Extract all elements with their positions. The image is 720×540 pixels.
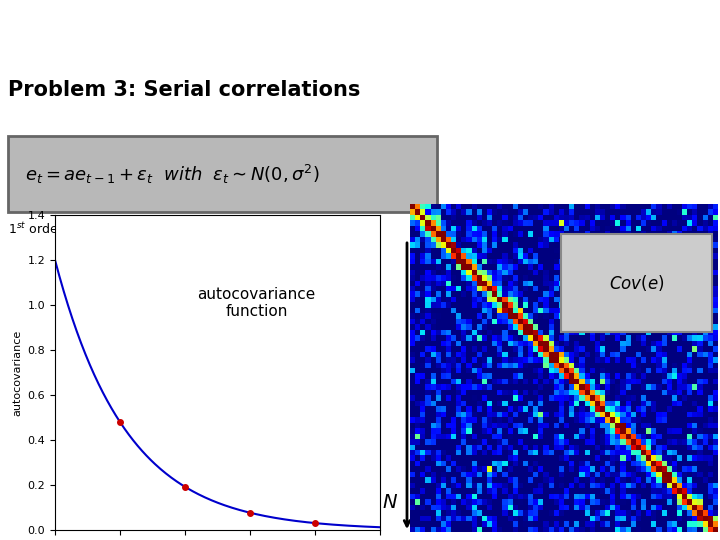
Text: Problem 3: Serial correlations: Problem 3: Serial correlations [8, 80, 361, 100]
Text: autocovariance
function: autocovariance function [197, 287, 315, 319]
Text: $e_t = ae_{t-1} + \varepsilon_t$  with  $\varepsilon_t \sim N(0,\sigma^2)$: $e_t = ae_{t-1} + \varepsilon_t$ with $\… [25, 163, 320, 186]
Text: $Cov(e)$: $Cov(e)$ [608, 273, 664, 293]
FancyBboxPatch shape [561, 233, 712, 332]
Text: 1$^{st}$ order autoregressive process: AR(1): 1$^{st}$ order autoregressive process: A… [8, 220, 256, 239]
Y-axis label: autocovariance: autocovariance [12, 329, 22, 416]
Text: $N$: $N$ [382, 493, 398, 512]
FancyBboxPatch shape [8, 136, 437, 212]
Text: ±SPM: ±SPM [611, 11, 702, 39]
Text: $N$: $N$ [652, 215, 668, 234]
